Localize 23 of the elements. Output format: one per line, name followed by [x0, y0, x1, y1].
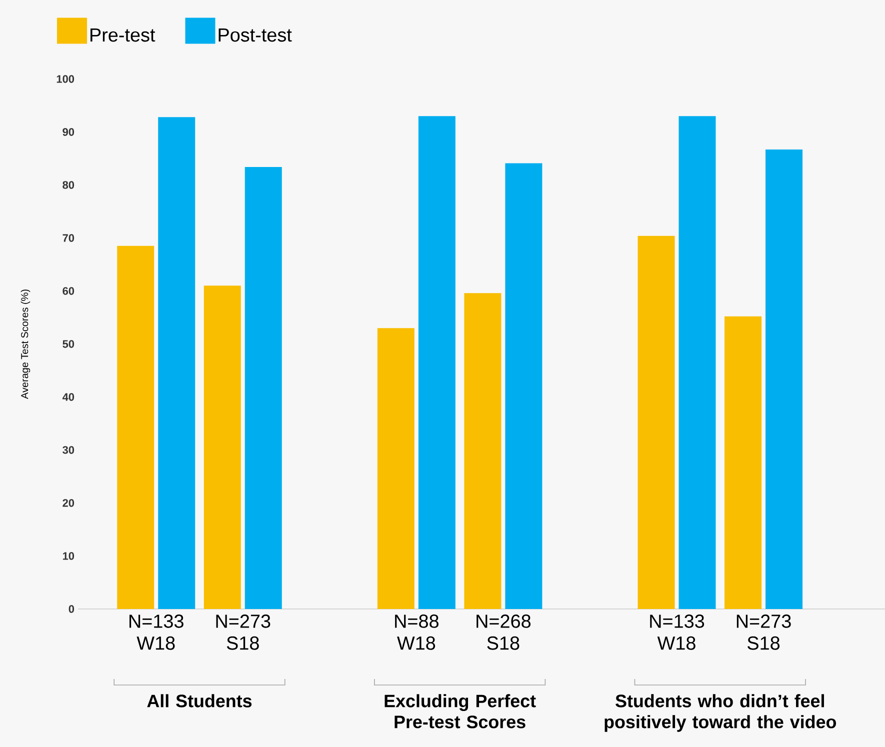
text: Excluding Perfect Pre-test Scores: [384, 694, 536, 728]
y-tick-label: 100: [56, 75, 74, 83]
x-tick-label: N=133 W18: [130, 614, 184, 650]
y-axis-title: Average Test Scores (%): [20, 290, 30, 399]
y-tick-label: 70: [62, 234, 74, 242]
text: All Students: [147, 694, 252, 708]
legend-label: Post-test: [218, 28, 292, 42]
text: Students who didn’t feel positively toward the video: [604, 694, 836, 732]
x-tick-label: N=268 S18: [476, 614, 531, 650]
x-tick-label: N=273 S18: [216, 614, 270, 650]
y-tick-label: 50: [62, 340, 74, 348]
y-tick-label: 60: [62, 287, 74, 295]
y-tick-label: 20: [62, 499, 74, 507]
legend-label: Pre-test: [90, 28, 156, 42]
y-tick-label: 90: [62, 128, 74, 136]
y-tick-label: 10: [62, 552, 74, 560]
y-tick-label: 30: [62, 446, 74, 454]
y-tick-label: 40: [62, 393, 74, 401]
x-tick-label: N=273 S18: [736, 614, 791, 650]
x-tick-label: N=88 W18: [395, 614, 438, 650]
x-tick-label: N=133 W18: [650, 614, 704, 650]
y-tick-label: 80: [62, 181, 74, 189]
y-tick-label: 0: [68, 605, 74, 613]
